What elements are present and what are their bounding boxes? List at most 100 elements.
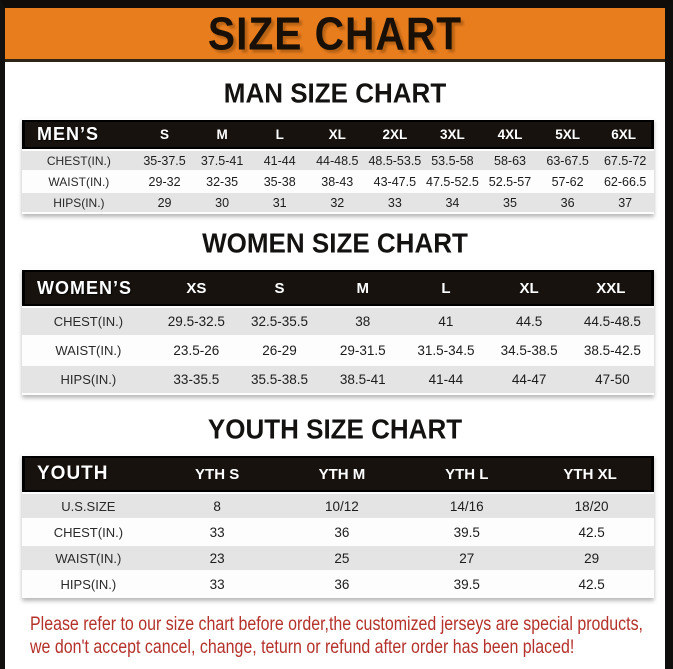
measure-row-label: U.S.SIZE — [22, 494, 155, 518]
size-value-cell: 47.5-52.5 — [423, 172, 482, 191]
table-group-label: WOMEN’S — [22, 270, 155, 306]
size-value-cell: 52.5-57 — [481, 172, 539, 191]
size-column-header: 4XL — [481, 120, 539, 149]
section-title-youth: YOUTH SIZE CHART — [207, 413, 463, 445]
table-group-label: YOUTH — [22, 456, 155, 492]
size-value-cell: 41-44 — [250, 151, 309, 170]
size-column-header: S — [237, 270, 322, 306]
size-value-cell: 37 — [596, 193, 654, 212]
size-value-cell: 63-67.5 — [538, 151, 597, 170]
size-value-cell: 23.5-26 — [154, 337, 238, 364]
size-value-cell: 34 — [423, 193, 482, 212]
table-row: WAIST(IN.) 29-32 32-35 35-38 38-43 43-47.5 47.… — [22, 172, 654, 191]
size-value-cell: 30 — [193, 193, 251, 212]
size-value-cell: 39.5 — [404, 572, 530, 596]
size-value-cell: 38-43 — [308, 172, 367, 191]
size-value-cell: 53.5-58 — [423, 151, 482, 170]
size-value-cell: 33 — [366, 193, 424, 212]
section-title-women: WOMEN SIZE CHART — [202, 227, 468, 259]
size-value-cell: 33 — [154, 572, 280, 596]
measure-row-label: HIPS(IN.) — [22, 193, 136, 212]
size-value-cell: 42.5 — [529, 572, 654, 596]
size-value-cell: 8 — [154, 494, 280, 518]
size-value-cell: 32.5-35.5 — [237, 308, 322, 335]
size-value-cell: 25 — [279, 546, 405, 570]
size-value-cell: 62-66.5 — [596, 172, 654, 191]
measure-row-label: WAIST(IN.) — [22, 337, 155, 364]
table-row: CHEST(IN.) 35-37.5 37.5-41 41-44 44-48.5 48.5… — [22, 151, 654, 170]
man-size-table-wrap: MEN’S S M L XL 2XL 3XL 4XL 5XL 6XL CHEST(IN.) 35-37… — [5, 118, 665, 214]
size-column-header: XL — [308, 120, 367, 149]
measure-row-label: CHEST(IN.) — [22, 520, 155, 544]
table-row: WAIST(IN.) 23 25 27 29 — [22, 546, 654, 570]
size-value-cell: 44.5-48.5 — [570, 308, 654, 335]
size-value-cell: 44-47 — [487, 366, 571, 393]
table-row: U.S.SIZE 8 10/12 14/16 18/20 — [22, 494, 654, 518]
women-size-table: WOMEN’S XS S M L XL XXL CHEST(IN.) 29.5-32.5 32.5… — [22, 268, 654, 395]
table-row: CHEST(IN.) 33 36 39.5 42.5 — [22, 520, 654, 544]
man-size-section: MAN SIZE CHART MEN’S S M L XL 2XL 3XL 4XL 5XL 6XL… — [5, 77, 665, 214]
measure-row-label: WAIST(IN.) — [22, 172, 136, 191]
size-value-cell: 33-35.5 — [154, 366, 238, 393]
header-banner: SIZE CHART — [5, 8, 665, 62]
size-value-cell: 44-48.5 — [308, 151, 367, 170]
table-row: HIPS(IN.) 33 36 39.5 42.5 — [22, 572, 654, 596]
size-column-header: XL — [487, 270, 571, 306]
size-value-cell: 29-31.5 — [321, 337, 405, 364]
measure-row-label: HIPS(IN.) — [22, 572, 155, 596]
size-value-cell: 35 — [481, 193, 539, 212]
size-column-header: 3XL — [423, 120, 482, 149]
footer-note: Please refer to our size chart before or… — [5, 613, 665, 659]
size-value-cell: 29 — [135, 193, 194, 212]
size-value-cell: 23 — [154, 546, 280, 570]
size-value-cell: 57-62 — [538, 172, 597, 191]
size-value-cell: 29-32 — [135, 172, 194, 191]
table-row: WAIST(IN.) 23.5-26 26-29 29-31.5 31.5-34.5 34… — [22, 337, 654, 364]
size-column-header: 5XL — [538, 120, 597, 149]
size-value-cell: 36 — [279, 572, 405, 596]
size-column-header: YTH M — [279, 456, 405, 492]
size-value-cell: 37.5-41 — [193, 151, 251, 170]
size-value-cell: 58-63 — [481, 151, 539, 170]
size-value-cell: 27 — [404, 546, 530, 570]
size-column-header: M — [321, 270, 405, 306]
table-group-label: MEN’S — [22, 120, 136, 149]
size-value-cell: 35-38 — [250, 172, 309, 191]
size-column-header: YTH XL — [529, 456, 654, 492]
size-value-cell: 44.5 — [487, 308, 571, 335]
size-value-cell: 29.5-32.5 — [154, 308, 238, 335]
size-value-cell: 38.5-41 — [321, 366, 405, 393]
size-value-cell: 48.5-53.5 — [366, 151, 424, 170]
size-value-cell: 47-50 — [570, 366, 654, 393]
section-title-man: MAN SIZE CHART — [223, 77, 447, 109]
size-value-cell: 14/16 — [404, 494, 530, 518]
table-row: CHEST(IN.) 29.5-32.5 32.5-35.5 38 41 44.5 44.5… — [22, 308, 654, 335]
youth-size-section: YOUTH SIZE CHART YOUTH YTH S YTH M YTH L YTH… — [5, 413, 665, 598]
size-column-header: L — [250, 120, 309, 149]
size-value-cell: 39.5 — [404, 520, 530, 544]
size-value-cell: 31.5-34.5 — [404, 337, 488, 364]
youth-size-table: YOUTH YTH S YTH M YTH L YTH XL U.S.SIZE 8 10/12… — [22, 454, 654, 598]
size-column-header: S — [135, 120, 194, 149]
table-row: HIPS(IN.) 29 30 31 32 33 34 35 36 37 — [22, 193, 654, 212]
size-value-cell: 29 — [529, 546, 654, 570]
size-value-cell: 35.5-38.5 — [237, 366, 322, 393]
size-value-cell: 41 — [404, 308, 488, 335]
size-column-header: XS — [154, 270, 238, 306]
footer-note-line2: we don't accept cancel, change, teturn o… — [30, 637, 575, 658]
size-column-header: 2XL — [366, 120, 424, 149]
size-column-header: L — [404, 270, 488, 306]
size-value-cell: 34.5-38.5 — [487, 337, 571, 364]
size-value-cell: 32 — [308, 193, 367, 212]
size-column-header: 6XL — [596, 120, 654, 149]
women-size-table-wrap: WOMEN’S XS S M L XL XXL CHEST(IN.) 29.5-32.5 32.5… — [5, 268, 665, 395]
size-value-cell: 26-29 — [237, 337, 322, 364]
table-header-row: WOMEN’S XS S M L XL XXL — [22, 270, 654, 306]
size-value-cell: 67.5-72 — [596, 151, 654, 170]
size-value-cell: 33 — [154, 520, 280, 544]
table-header-row: YOUTH YTH S YTH M YTH L YTH XL — [22, 456, 654, 492]
measure-row-label: HIPS(IN.) — [22, 366, 155, 393]
measure-row-label: CHEST(IN.) — [22, 308, 155, 335]
size-value-cell: 38 — [321, 308, 405, 335]
